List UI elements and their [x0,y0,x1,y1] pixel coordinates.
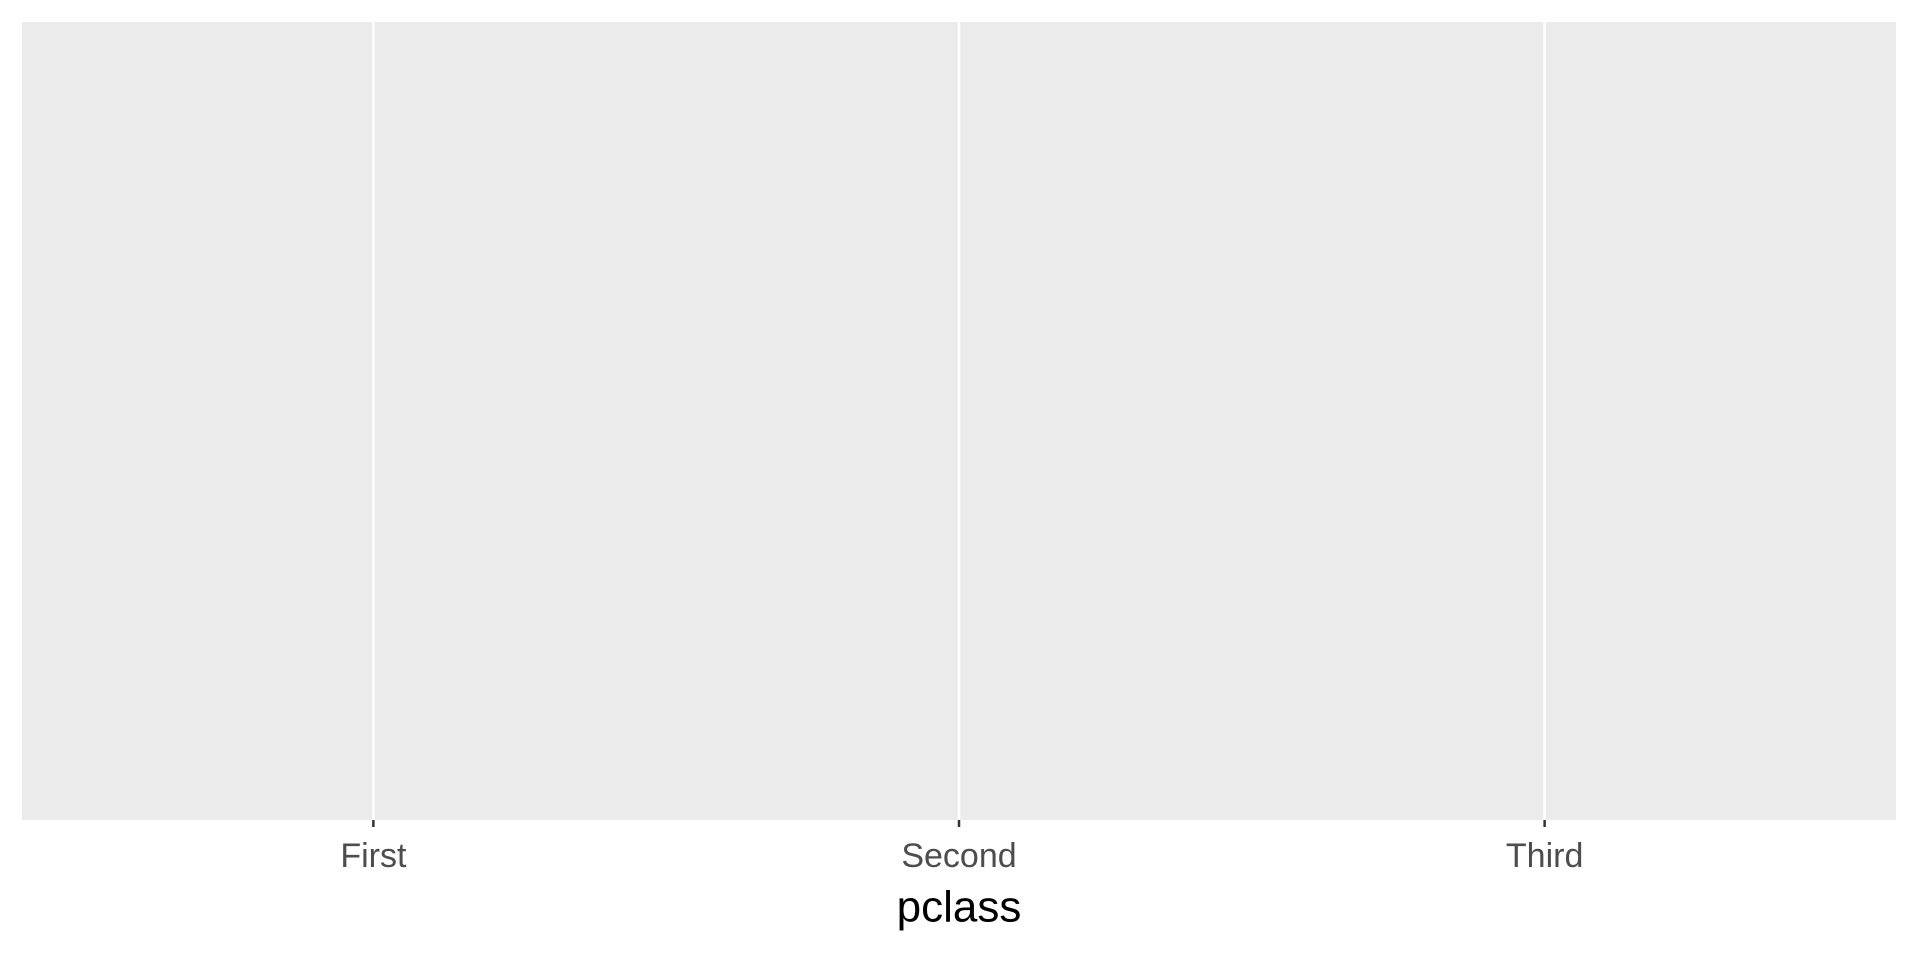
x-axis-label: pclass [897,883,1022,932]
x-tick-label: Third [1506,837,1583,875]
x-tick-label: Second [901,837,1016,875]
x-tick-label: First [340,837,407,875]
